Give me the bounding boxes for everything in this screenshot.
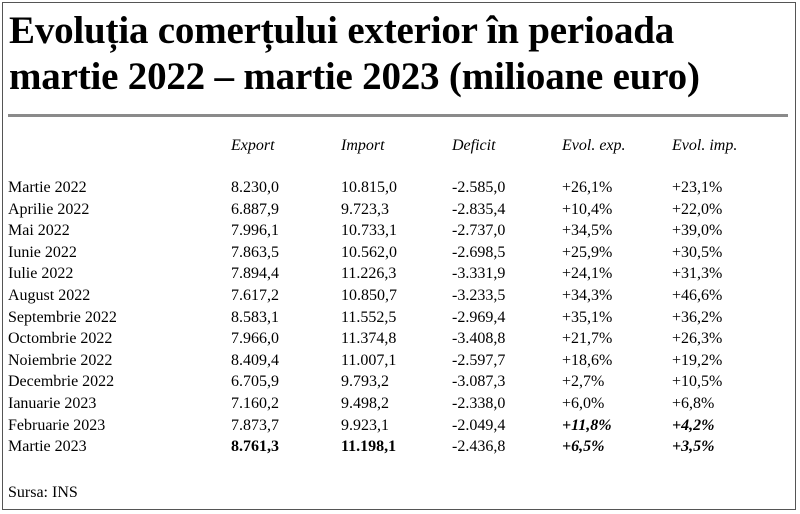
cell-deficit: -2.585,0 xyxy=(452,179,506,196)
cell-evol-imp: +6,8% xyxy=(672,395,715,412)
cell-import: 11.552,5 xyxy=(341,308,397,326)
title-divider xyxy=(8,114,788,117)
cell-month: Februarie 2023 xyxy=(8,416,106,434)
cell-month: Martie 2022 xyxy=(8,179,87,196)
cell-import: 9.923,1 xyxy=(341,416,389,434)
cell-deficit: -3.408,8 xyxy=(452,330,506,348)
cell-evol-exp: +34,5% xyxy=(562,222,613,240)
cell-export: 7.873,7 xyxy=(231,416,279,434)
cell-deficit: -2.597,7 xyxy=(452,351,506,369)
cell-evol-imp: +23,1% xyxy=(672,179,723,196)
cell-evol-exp: +11,8% xyxy=(562,416,612,434)
cell-evol-imp: +4,2% xyxy=(672,416,715,434)
cell-export: 6.705,9 xyxy=(231,373,279,391)
title-line-1: Evoluția comerțului exterior în perioada xyxy=(9,9,675,52)
header-evol-imp: Evol. imp. xyxy=(672,137,738,154)
cell-evol-imp: +36,2% xyxy=(672,308,723,326)
cell-deficit: -2.698,5 xyxy=(452,243,506,261)
cell-month: Noiembrie 2022 xyxy=(8,351,113,369)
header-import: Import xyxy=(341,137,385,154)
cell-evol-imp: +3,5% xyxy=(672,438,715,456)
cell-evol-exp: +24,1% xyxy=(562,265,613,283)
cell-export: 8.230,0 xyxy=(231,179,279,196)
cell-import: 9.793,2 xyxy=(341,373,389,391)
cell-evol-exp: +6,5% xyxy=(562,438,605,456)
cell-import: 10.562,0 xyxy=(341,243,397,261)
header-evol-exp: Evol. exp. xyxy=(562,137,626,154)
cell-evol-imp: +22,0% xyxy=(672,200,723,218)
cell-evol-exp: +6,0% xyxy=(562,395,605,412)
cell-deficit: -3.087,3 xyxy=(452,373,506,391)
cell-month: Decembrie 2022 xyxy=(8,373,115,391)
cell-export: 7.863,5 xyxy=(231,243,279,261)
cell-month: Iulie 2022 xyxy=(8,265,74,283)
cell-evol-exp: +21,7% xyxy=(562,330,613,348)
page-title: Evoluția comerțului exterior în perioada… xyxy=(9,8,789,100)
cell-export: 7.160,2 xyxy=(231,395,279,412)
cell-import: 11.374,8 xyxy=(341,330,397,348)
cell-month: Octombrie 2022 xyxy=(8,330,113,348)
cell-evol-exp: +35,1% xyxy=(562,308,613,326)
cell-export: 7.996,1 xyxy=(231,222,279,240)
cell-month: Aprilie 2022 xyxy=(8,200,90,218)
cell-evol-imp: +30,5% xyxy=(672,243,723,261)
cell-deficit: -2.737,0 xyxy=(452,222,506,240)
cell-evol-exp: +2,7% xyxy=(562,373,605,391)
cell-evol-exp: +26,1% xyxy=(562,179,613,196)
cell-deficit: -2.835,4 xyxy=(452,200,506,218)
header-deficit: Deficit xyxy=(452,137,496,154)
cell-export: 7.617,2 xyxy=(231,287,279,304)
cell-month: Mai 2022 xyxy=(8,222,70,240)
cell-import: 10.850,7 xyxy=(341,287,397,304)
source-note: Sursa: INS xyxy=(8,484,78,501)
cell-deficit: -2.436,8 xyxy=(452,438,506,456)
cell-import: 10.733,1 xyxy=(341,222,397,240)
cell-import: 10.815,0 xyxy=(341,179,397,196)
cell-evol-exp: +34,3% xyxy=(562,287,613,304)
cell-export: 8.761,3 xyxy=(231,438,279,456)
cell-evol-imp: +26,3% xyxy=(672,330,723,348)
cell-export: 8.409,4 xyxy=(231,351,279,369)
cell-month: August 2022 xyxy=(8,287,91,304)
header-export: Export xyxy=(231,137,275,154)
cell-deficit: -2.338,0 xyxy=(452,395,506,412)
cell-month: Martie 2023 xyxy=(8,438,87,456)
cell-import: 11.226,3 xyxy=(341,265,397,283)
cell-deficit: -2.969,4 xyxy=(452,308,506,326)
cell-deficit: -3.331,9 xyxy=(452,265,506,283)
cell-export: 6.887,9 xyxy=(231,200,279,218)
title-line-2: martie 2022 – martie 2023 (milioane euro… xyxy=(9,55,700,98)
cell-month: Ianuarie 2023 xyxy=(8,395,97,412)
cell-deficit: -3.233,5 xyxy=(452,287,506,304)
cell-evol-imp: +10,5% xyxy=(672,373,723,391)
cell-evol-imp: +39,0% xyxy=(672,222,723,240)
cell-month: Iunie 2022 xyxy=(8,243,77,261)
cell-import: 11.198,1 xyxy=(341,438,397,456)
cell-deficit: -2.049,4 xyxy=(452,416,506,434)
cell-evol-exp: +18,6% xyxy=(562,351,613,369)
cell-evol-imp: +31,3% xyxy=(672,265,723,283)
cell-evol-imp: +46,6% xyxy=(672,287,723,304)
cell-evol-exp: +10,4% xyxy=(562,200,613,218)
cell-export: 7.894,4 xyxy=(231,265,279,283)
cell-import: 9.723,3 xyxy=(341,200,389,218)
cell-import: 11.007,1 xyxy=(341,351,397,369)
cell-export: 8.583,1 xyxy=(231,308,279,326)
cell-import: 9.498,2 xyxy=(341,395,389,412)
cell-evol-imp: +19,2% xyxy=(672,351,723,369)
cell-month: Septembrie 2022 xyxy=(8,308,117,326)
cell-evol-exp: +25,9% xyxy=(562,243,613,261)
cell-export: 7.966,0 xyxy=(231,330,279,348)
